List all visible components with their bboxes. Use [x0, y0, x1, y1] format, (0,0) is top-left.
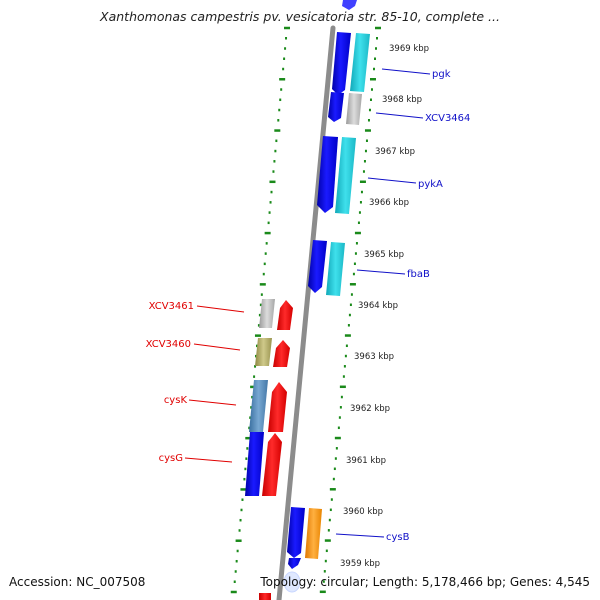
- gene-label-xcv3461[interactable]: XCV3461: [149, 301, 194, 312]
- kbp-label: 3963 kbp: [354, 352, 394, 362]
- gene-cysB[interactable]: [287, 507, 305, 558]
- gene-xcv3461-red[interactable]: [277, 300, 293, 330]
- kbp-label: 3960 kbp: [343, 507, 383, 517]
- gene-label-xcv3464[interactable]: XCV3464: [425, 113, 470, 124]
- gene-cysK-red[interactable]: [268, 382, 287, 432]
- gene-label-pgk[interactable]: pgk: [432, 69, 451, 80]
- gene-label-cysB[interactable]: cysB: [386, 532, 410, 543]
- gene-pgk[interactable]: [332, 32, 351, 95]
- gene-cysK[interactable]: [249, 380, 268, 432]
- leader-line: [196, 305, 245, 313]
- kbp-label: 3964 kbp: [358, 301, 398, 311]
- gene-cysB-tail[interactable]: [288, 558, 301, 569]
- gene-partial-bottom: [259, 593, 271, 600]
- gene-fbaB[interactable]: [308, 240, 327, 293]
- genome-summary-text: Topology: circular; Length: 5,178,466 bp…: [260, 575, 590, 589]
- leader-line: [335, 533, 385, 538]
- gene-fbaB-cyan[interactable]: [326, 242, 345, 296]
- gene-xcv3464[interactable]: [328, 92, 344, 122]
- leader-line: [375, 112, 424, 119]
- kbp-label: 3967 kbp: [375, 147, 415, 157]
- leader-line: [193, 343, 241, 351]
- gene-label-cysK[interactable]: cysK: [164, 395, 188, 406]
- accession-text: Accession: NC_007508: [9, 575, 146, 589]
- map-title: Xanthomonas campestris pv. vesicatoria s…: [100, 9, 500, 24]
- kbp-label: 3969 kbp: [389, 44, 429, 54]
- gene-arrow-top: [342, 0, 357, 10]
- gene-pykA[interactable]: [317, 136, 338, 213]
- kbp-label: 3968 kbp: [382, 95, 422, 105]
- genome-backbone: [276, 25, 336, 600]
- dotted-tick-tracks: [230, 26, 381, 594]
- leader-line: [188, 399, 237, 406]
- kbp-label: 3961 kbp: [346, 456, 386, 466]
- gene-label-fbaB[interactable]: fbaB: [407, 269, 430, 280]
- kbp-label: 3959 kbp: [340, 559, 380, 569]
- kbp-scale: 3969 kbp 3968 kbp 3967 kbp 3966 kbp 3965…: [340, 44, 429, 569]
- leader-line: [184, 457, 233, 463]
- gene-pykA-cyan[interactable]: [335, 137, 356, 214]
- gene-xcv3464-gray[interactable]: [346, 93, 362, 125]
- gene-cysB-orange[interactable]: [305, 508, 322, 559]
- gene-label-xcv3460[interactable]: XCV3460: [146, 339, 191, 350]
- gene-label-pykA[interactable]: pykA: [418, 179, 443, 190]
- gene-cysG[interactable]: [245, 432, 264, 496]
- gene-labels: pgk XCV3464 pykA fbaB XCV3461 XCV3460 cy…: [146, 68, 470, 543]
- gene-pgk-cyan[interactable]: [350, 33, 370, 92]
- leader-line: [381, 68, 431, 75]
- gene-xcv3460[interactable]: [255, 338, 272, 366]
- gene-xcv3461[interactable]: [259, 299, 275, 328]
- kbp-label: 3965 kbp: [364, 250, 404, 260]
- kbp-label: 3966 kbp: [369, 198, 409, 208]
- backbone-marker: [283, 571, 301, 593]
- gene-cysG-red[interactable]: [262, 433, 282, 496]
- gene-label-cysG[interactable]: cysG: [159, 453, 183, 464]
- leader-line: [356, 269, 406, 275]
- leader-line: [367, 177, 417, 184]
- kbp-label: 3962 kbp: [350, 404, 390, 414]
- gene-xcv3460-red[interactable]: [273, 340, 290, 367]
